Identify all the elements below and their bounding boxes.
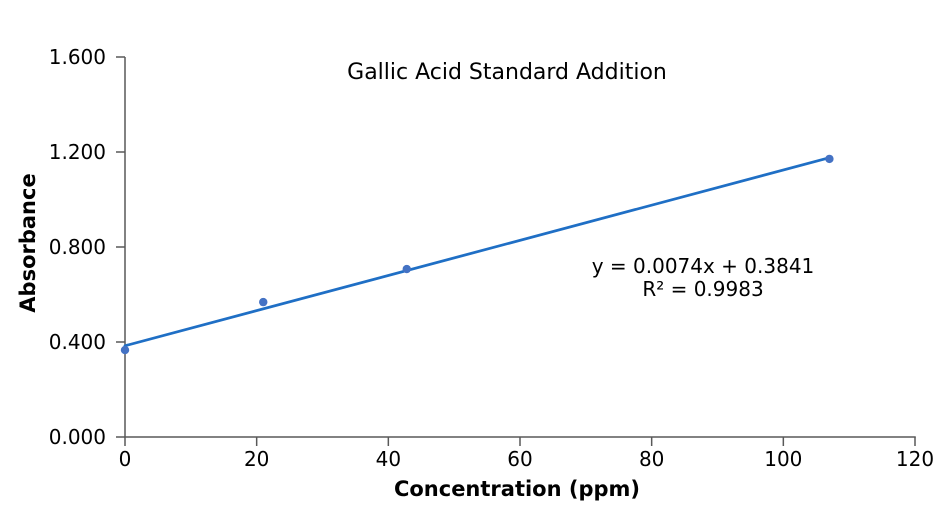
y-tick-label: 0.400	[49, 330, 106, 354]
trendline	[123, 156, 831, 348]
trendline-r-squared-text: R² = 0.9983	[642, 277, 764, 301]
x-tick-label: 60	[507, 447, 532, 471]
x-tick-label: 40	[376, 447, 401, 471]
y-tick-label: 1.600	[49, 45, 106, 69]
data-point-marker	[825, 154, 834, 164]
x-tick-label: 80	[639, 447, 664, 471]
x-tick-label: 20	[244, 447, 269, 471]
chart-title: Gallic Acid Standard Addition	[347, 60, 667, 85]
x-tick-label: 100	[764, 447, 802, 471]
x-axis-title: Concentration (ppm)	[393, 477, 641, 501]
x-tick-label: 0	[119, 447, 132, 471]
x-tick-label: 120	[896, 447, 934, 471]
y-tick-label: 1.200	[49, 140, 106, 164]
y-tick-label: 0.800	[49, 235, 106, 259]
trendline-equation-text: y = 0.0074x + 0.3841	[591, 254, 815, 278]
trendline-annotation: y = 0.0074x + 0.3841 R² = 0.9983	[563, 255, 843, 301]
data-point-marker	[259, 297, 268, 307]
y-axis-title: Absorbance	[16, 173, 40, 313]
data-point-marker	[120, 345, 130, 355]
data-point-marker	[402, 264, 411, 274]
y-tick-label: 0.000	[49, 425, 106, 449]
